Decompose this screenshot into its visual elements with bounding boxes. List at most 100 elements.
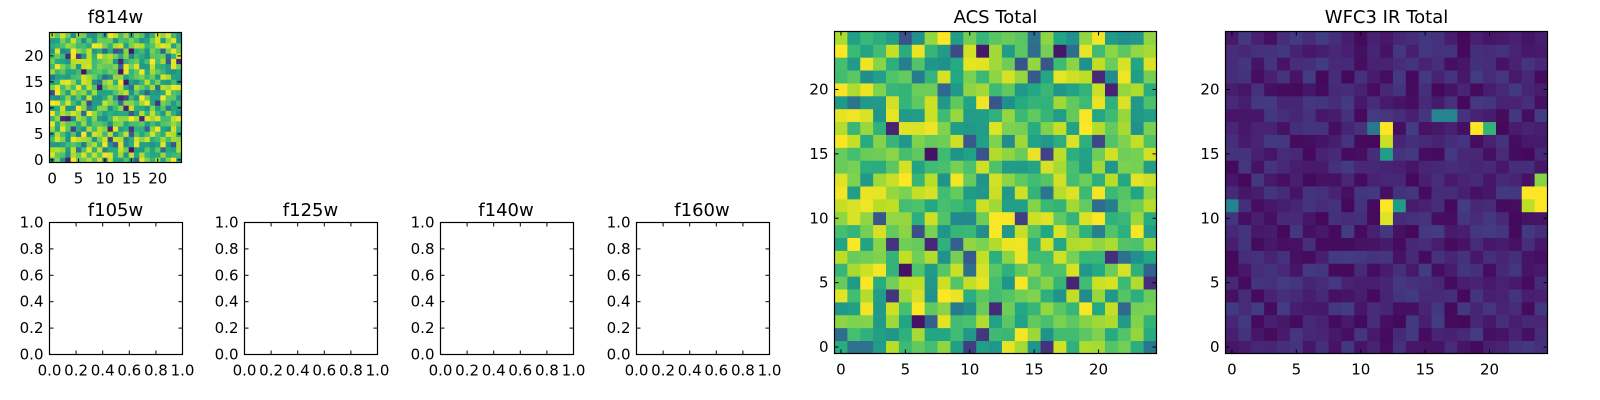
heatmap-cell	[107, 152, 114, 158]
heatmap-cell	[65, 48, 72, 54]
heatmap-cell	[128, 105, 135, 111]
heatmap-cell	[1457, 160, 1471, 174]
heatmap-cell	[81, 146, 87, 153]
heatmap-cell	[155, 37, 161, 44]
heatmap-cell	[81, 152, 87, 158]
heatmap-cell	[1431, 147, 1445, 161]
heatmap-cell	[937, 173, 951, 187]
heatmap-cell	[1457, 237, 1471, 251]
heatmap-cell	[898, 186, 913, 200]
heatmap-cell	[860, 57, 874, 71]
heatmap-cell	[70, 115, 77, 122]
heatmap-cell	[1328, 108, 1342, 123]
heatmap-cell	[176, 32, 182, 39]
heatmap-cell	[97, 141, 103, 148]
heatmap-cell	[1405, 276, 1420, 290]
heatmap-cell	[102, 94, 108, 101]
heatmap-cell	[112, 79, 119, 85]
heatmap-cell	[133, 42, 140, 49]
heatmap-cell	[65, 100, 72, 106]
heatmap-cell	[1053, 108, 1067, 123]
heatmap-cell	[1143, 237, 1157, 251]
heatmap-cell	[860, 314, 874, 329]
x-tick-label: 0.8	[144, 362, 168, 380]
heatmap-cell	[1104, 198, 1119, 213]
heatmap-cell	[91, 74, 98, 80]
heatmap-cell	[81, 131, 87, 137]
heatmap-cell	[976, 134, 990, 148]
heatmap-cell	[1534, 224, 1548, 238]
heatmap-cell	[1508, 121, 1523, 135]
heatmap-cell	[1117, 83, 1132, 97]
x-tick-label: 0.0	[233, 362, 257, 380]
heatmap-cell	[911, 121, 926, 135]
heatmap-cell	[1014, 173, 1029, 187]
x-tick-label: 0.0	[625, 362, 649, 380]
heatmap-cell	[873, 237, 887, 251]
heatmap-cell	[834, 108, 848, 123]
heatmap-cell	[123, 68, 130, 75]
y-tick-label: 20	[1200, 80, 1219, 98]
heatmap-cell	[898, 95, 913, 110]
heatmap-cell	[133, 89, 140, 96]
heatmap-cell	[1277, 134, 1291, 148]
y-tick-label: 0.0	[20, 346, 44, 364]
heatmap-cell	[54, 37, 61, 44]
heatmap-cell	[873, 31, 887, 45]
heatmap-cell	[1053, 237, 1067, 251]
heatmap-cell	[1457, 95, 1471, 110]
heatmap-cell	[1027, 327, 1041, 342]
heatmap-cell	[1302, 186, 1317, 200]
heatmap-cell	[1027, 44, 1041, 58]
heatmap-cell	[950, 301, 964, 316]
heatmap-cell	[1117, 186, 1132, 200]
heatmap-cell	[139, 126, 145, 132]
heatmap-cell	[176, 146, 182, 153]
heatmap-cell	[1092, 186, 1106, 200]
heatmap-cell	[155, 42, 161, 49]
heatmap-cell	[160, 84, 167, 91]
heatmap-cell	[112, 42, 119, 49]
heatmap-cell	[1289, 186, 1304, 200]
heatmap-cell	[1264, 31, 1278, 45]
heatmap-cell	[1534, 237, 1548, 251]
x-tick-label: 0.4	[678, 362, 702, 380]
heatmap-cell	[873, 83, 887, 97]
heatmap-cell	[176, 42, 182, 49]
heatmap-cell	[97, 63, 103, 70]
heatmap-cell	[91, 63, 98, 70]
heatmap-cell	[49, 37, 56, 44]
heatmap-cell	[107, 146, 114, 153]
heatmap-cell	[1508, 173, 1523, 187]
heatmap-cell	[1470, 160, 1484, 174]
heatmap-cell	[1014, 224, 1029, 238]
heatmap-cell	[102, 63, 108, 70]
y-tick-label: 5	[819, 274, 829, 292]
heatmap-cell	[1264, 134, 1278, 148]
heatmap-cell	[834, 160, 848, 174]
heatmap-cell	[160, 58, 167, 65]
heatmap-cell	[1014, 263, 1029, 277]
heatmap-cell	[1431, 31, 1445, 45]
heatmap-cell	[1367, 314, 1381, 329]
heatmap-cell	[102, 141, 108, 148]
heatmap-cell	[128, 53, 135, 59]
heatmap-cell	[1444, 57, 1458, 71]
heatmap-cell	[911, 314, 926, 329]
heatmap-cell	[1027, 147, 1041, 161]
heatmap-cell	[1225, 95, 1239, 110]
heatmap-cell	[1130, 276, 1145, 290]
heatmap-cell	[139, 100, 145, 106]
heatmap-cell	[160, 115, 167, 122]
heatmap-cell	[1238, 211, 1252, 226]
heatmap-cell	[1238, 301, 1252, 316]
heatmap-cell	[1483, 147, 1497, 161]
heatmap-cell	[1014, 31, 1029, 45]
heatmap-cell	[950, 44, 964, 58]
heatmap-cell	[118, 53, 124, 59]
heatmap-cell	[1534, 173, 1548, 187]
y-tick-label: 0.6	[411, 266, 435, 284]
heatmap-cell	[1367, 108, 1381, 123]
